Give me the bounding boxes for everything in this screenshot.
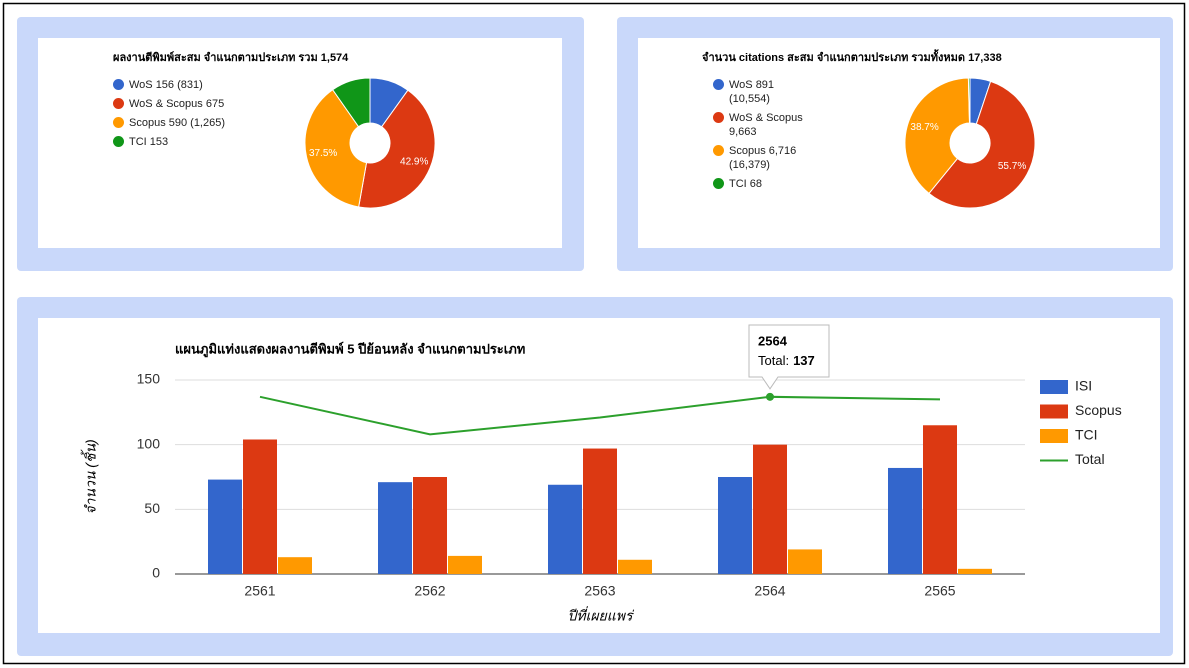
slice-label: 42.9% bbox=[400, 156, 428, 167]
bar bbox=[888, 467, 922, 574]
x-tick-label: 2562 bbox=[414, 583, 445, 599]
legend-label: TCI 153 bbox=[129, 136, 169, 148]
bar bbox=[583, 448, 617, 574]
legend-swatch bbox=[713, 145, 724, 156]
legend-label: WoS 891 (10,554) bbox=[729, 79, 775, 105]
legend-item: TCI 68 bbox=[713, 177, 803, 191]
slice-label: 55.7% bbox=[998, 161, 1026, 172]
slice bbox=[304, 89, 368, 208]
slice bbox=[332, 77, 371, 128]
x-tick-label: 2564 bbox=[754, 583, 785, 599]
tooltip-text: Total: 137 bbox=[758, 353, 815, 368]
bar bbox=[378, 482, 412, 574]
point bbox=[766, 392, 774, 401]
legend-swatch bbox=[1040, 404, 1068, 419]
slice-label: 38.7% bbox=[910, 122, 938, 133]
bar bbox=[548, 484, 582, 574]
legend: WoS 891 (10,554) WoS & Scopus 9,663 Scopus… bbox=[713, 78, 803, 196]
legend-label: ISI bbox=[1075, 378, 1092, 394]
legend: WoS 156 (831) WoS & Scopus 675 Scopus 590 … bbox=[113, 78, 273, 154]
legend-swatch bbox=[1040, 380, 1068, 394]
bar bbox=[618, 559, 652, 574]
legend-swatch bbox=[113, 136, 124, 147]
legend-item: Scopus 590 (1,265) bbox=[113, 116, 273, 130]
y-axis-label: จำนวน (ชิ้น) bbox=[81, 439, 99, 514]
legend-item: WoS & Scopus 675 bbox=[113, 97, 273, 111]
bar bbox=[788, 549, 822, 574]
panel-inner bbox=[38, 38, 562, 248]
legend-swatch bbox=[113, 117, 124, 128]
legend-item: WoS 891 (10,554) bbox=[713, 78, 803, 106]
y-tick-label: 150 bbox=[137, 371, 161, 387]
legend-swatch bbox=[713, 112, 724, 123]
legend-item: WoS & Scopus 9,663 bbox=[713, 111, 803, 139]
legend-label: Scopus bbox=[1075, 402, 1122, 418]
line bbox=[259, 395, 941, 436]
y-tick-label: 100 bbox=[137, 435, 161, 451]
legend-label: WoS 156 (831) bbox=[129, 79, 203, 91]
x-tick-label: 2563 bbox=[584, 583, 615, 599]
y-tick-label: 0 bbox=[152, 565, 160, 581]
bar bbox=[753, 444, 787, 574]
slice bbox=[358, 89, 436, 209]
chart-title: จำนวน citations สะสม จำแนกตามประเภท รวมท… bbox=[702, 49, 1002, 64]
legend-swatch bbox=[113, 98, 124, 109]
legend-label: TCI 68 bbox=[729, 178, 763, 190]
panel-inner bbox=[638, 38, 1160, 248]
bar bbox=[718, 477, 752, 574]
legend-label: Scopus 6,716 (16,379) bbox=[729, 145, 797, 171]
legend-item: WoS 156 (831) bbox=[113, 78, 273, 92]
x-tick-label: 2565 bbox=[924, 583, 955, 599]
bar bbox=[278, 557, 312, 574]
tooltip-label: Total: bbox=[758, 353, 789, 368]
legend-swatch bbox=[713, 79, 724, 90]
bar bbox=[448, 555, 482, 574]
slice-label: 37.5% bbox=[309, 148, 337, 159]
bar bbox=[243, 439, 277, 574]
x-axis-label: ปีที่เผยแพร่ bbox=[567, 606, 634, 624]
tooltip-value: 137 bbox=[793, 353, 815, 368]
tooltip-title: 2564 bbox=[758, 333, 788, 348]
legend-label: Scopus 590 (1,265) bbox=[129, 117, 226, 129]
bar bbox=[923, 425, 957, 574]
legend-swatch bbox=[713, 178, 724, 189]
x-tick-label: 2561 bbox=[244, 583, 275, 599]
chart-title: ผลงานตีพิมพ์สะสม จำแนกตามประเภท รวม 1,57… bbox=[113, 51, 349, 64]
tooltip-box bbox=[748, 324, 830, 390]
legend-swatch bbox=[113, 79, 124, 90]
bar bbox=[208, 479, 242, 574]
legend-item: TCI 153 bbox=[113, 135, 273, 149]
slice bbox=[928, 80, 1036, 209]
legend-label: Total bbox=[1075, 451, 1105, 467]
legend-label: WoS & Scopus 675 bbox=[129, 98, 225, 110]
y-tick-label: 50 bbox=[144, 500, 160, 516]
chart-title: แผนภูมิแท่งแสดงผลงานตีพิมพ์ 5 ปีย้อนหลัง… bbox=[175, 341, 525, 357]
legend-label: TCI bbox=[1075, 427, 1098, 443]
slice bbox=[967, 77, 971, 124]
legend-swatch bbox=[1040, 429, 1068, 443]
legend-label: WoS & Scopus 9,663 bbox=[729, 112, 803, 138]
bar bbox=[958, 568, 992, 574]
slice bbox=[904, 77, 971, 195]
legend-item: Scopus 6,716 (16,379) bbox=[713, 144, 803, 172]
bar bbox=[413, 477, 447, 574]
